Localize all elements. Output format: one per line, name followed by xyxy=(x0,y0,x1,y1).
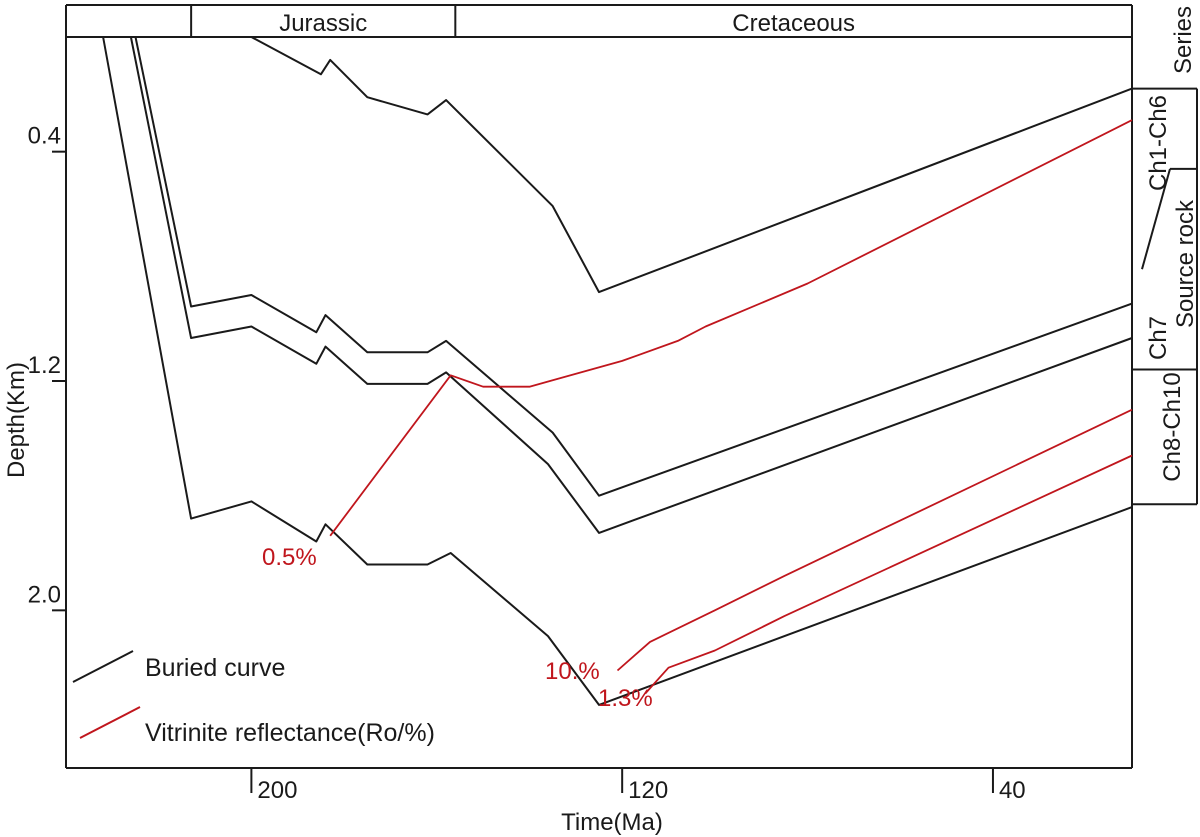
zone-label-source-rock: Source rock xyxy=(1172,199,1199,328)
vitrinite-curve-1 xyxy=(329,119,1133,537)
zone-label-ch7: Ch7 xyxy=(1145,316,1172,360)
zone-label-ch1-ch6: Ch1-Ch6 xyxy=(1145,95,1172,191)
legend-swatch-buried xyxy=(72,650,134,683)
stratigraphic-column: Series Ch1-Ch6 Ch7 Source rock Ch8-Ch10 xyxy=(1145,6,1199,482)
period-label-jurassic: Jurassic xyxy=(279,10,367,37)
y-axis-title: Depth(Km) xyxy=(3,362,30,478)
legend: Buried curve Vitrinite reflectance(Ro/%) xyxy=(72,650,435,747)
legend-label-buried: Buried curve xyxy=(145,654,285,682)
vitrinite-curve-2 xyxy=(616,408,1133,672)
buried-curve-1 xyxy=(126,36,1133,294)
x-tick-label: 120 xyxy=(628,777,668,804)
buried-curve-3 xyxy=(129,36,1133,534)
source-rock-boundary xyxy=(1141,168,1171,270)
series-label: Series xyxy=(1170,6,1197,74)
x-tick-label: 200 xyxy=(257,777,297,804)
annotation-ro-0-5: 0.5% xyxy=(262,544,317,571)
vitrinite-curve-3 xyxy=(644,454,1133,695)
legend-label-vitrinite: Vitrinite reflectance(Ro/%) xyxy=(145,719,435,747)
buried-curve-4 xyxy=(102,36,1133,706)
x-axis-title: Time(Ma) xyxy=(561,809,663,836)
zone-label-ch8-ch10: Ch8-Ch10 xyxy=(1159,372,1186,481)
x-axis: 200 120 40 Time(Ma) xyxy=(250,768,1026,836)
buried-curve-2 xyxy=(134,36,1133,497)
y-axis: 0.4 1.2 2.0 Depth(Km) xyxy=(3,123,66,612)
buried-curves xyxy=(102,36,1133,706)
legend-swatch-vitrinite xyxy=(79,706,141,739)
period-header: Jurassic Cretaceous xyxy=(279,10,855,37)
y-tick-label: 1.2 xyxy=(28,352,61,379)
ro-annotations: 0.5% 10.% 1.3% xyxy=(262,544,653,712)
vitrinite-curves xyxy=(329,119,1133,695)
y-tick-label: 2.0 xyxy=(28,581,61,608)
x-tick-label: 40 xyxy=(999,777,1026,804)
y-tick-label: 0.4 xyxy=(28,123,61,150)
annotation-ro-10: 10.% xyxy=(545,658,600,685)
period-label-cretaceous: Cretaceous xyxy=(732,10,855,37)
annotation-ro-1-3: 1.3% xyxy=(598,685,653,712)
